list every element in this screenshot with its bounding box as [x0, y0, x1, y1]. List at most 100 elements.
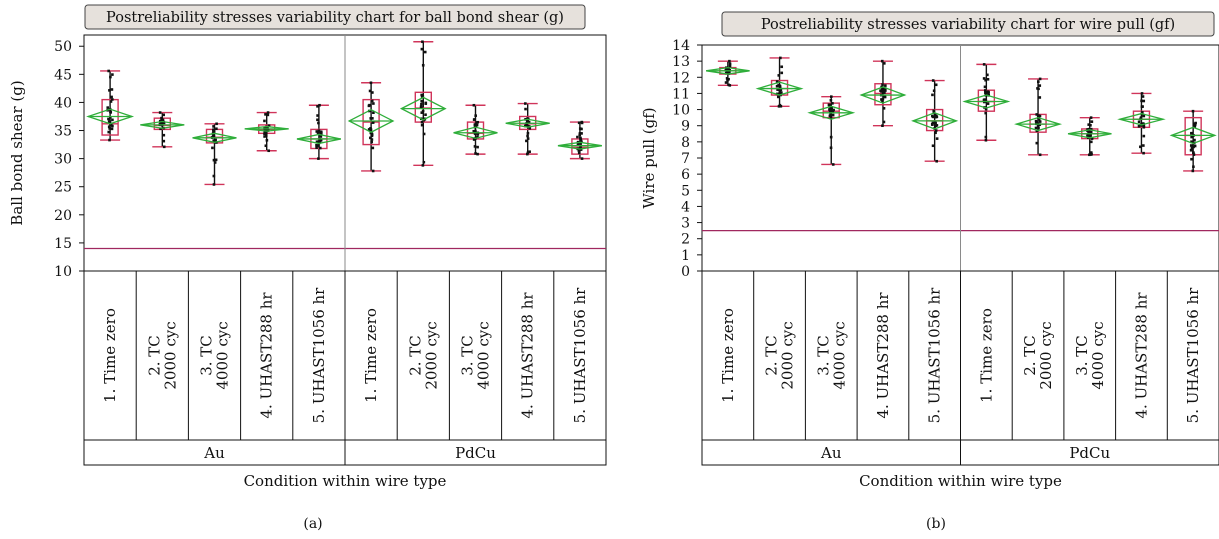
data-point — [933, 113, 937, 116]
data-point — [1037, 126, 1040, 130]
data-point — [576, 135, 579, 139]
data-point — [371, 146, 375, 150]
data-point — [827, 103, 831, 107]
y-tick-label: 20 — [54, 208, 72, 224]
data-point — [1036, 114, 1040, 117]
data-point — [935, 137, 939, 140]
data-point — [829, 116, 833, 119]
condition-label: 5. UHAST1056 hr — [571, 287, 589, 424]
data-point — [369, 117, 373, 120]
data-point — [420, 123, 424, 127]
data-point — [420, 47, 424, 51]
y-tick-label: 6 — [681, 167, 690, 183]
data-point — [528, 150, 531, 154]
data-point — [109, 123, 112, 127]
data-point — [263, 132, 266, 136]
data-point — [882, 120, 886, 124]
data-point — [1190, 140, 1193, 143]
data-point — [780, 65, 784, 69]
data-point — [317, 157, 320, 160]
condition-label: 4000 cyc — [214, 321, 232, 389]
data-point — [932, 89, 936, 93]
data-point — [882, 62, 886, 65]
data-point — [1089, 127, 1093, 131]
condition-label: 4. UHAST288 hr — [258, 292, 276, 419]
data-point — [1192, 153, 1196, 156]
condition-label: 1. Time zero — [719, 308, 737, 403]
data-point — [1140, 92, 1144, 95]
data-point — [831, 163, 835, 166]
y-tick-label: 14 — [672, 38, 690, 54]
data-point — [983, 98, 986, 101]
data-point — [930, 122, 934, 126]
data-point — [1139, 145, 1142, 149]
data-point — [1142, 124, 1146, 128]
data-point — [724, 81, 728, 84]
data-point — [984, 138, 988, 142]
data-point — [528, 127, 532, 130]
y-tick-label: 7 — [681, 151, 690, 167]
data-point — [162, 113, 165, 117]
data-point — [934, 83, 938, 87]
data-point — [983, 85, 987, 89]
data-point — [578, 127, 582, 130]
data-point — [982, 77, 986, 80]
data-point — [317, 144, 320, 147]
data-point — [317, 121, 320, 125]
data-point — [828, 110, 832, 113]
data-point — [984, 107, 988, 111]
data-point — [212, 174, 216, 178]
y-tick-label: 9 — [681, 119, 690, 135]
data-point — [1035, 113, 1039, 116]
data-point — [577, 121, 581, 125]
data-point — [780, 71, 784, 75]
data-point — [367, 104, 371, 108]
data-point — [212, 139, 216, 142]
data-point — [212, 134, 216, 137]
data-point — [473, 118, 476, 121]
data-point — [264, 113, 267, 116]
data-point — [317, 129, 321, 133]
condition-label: 1. Time zero — [362, 308, 380, 403]
data-point — [472, 129, 476, 133]
data-point — [1142, 99, 1146, 103]
data-point — [1038, 77, 1042, 81]
condition-b-pdcu-4: 4. UHAST288 hr — [1117, 92, 1166, 419]
data-point — [421, 40, 424, 44]
data-point — [579, 148, 583, 151]
data-point — [931, 144, 935, 148]
data-point — [727, 67, 730, 70]
data-point — [1193, 138, 1196, 142]
data-point — [1190, 157, 1193, 161]
data-point — [579, 145, 582, 149]
group-label: Au — [203, 444, 225, 462]
condition-label: 4. UHAST288 hr — [874, 292, 892, 419]
data-point — [474, 114, 477, 117]
data-point — [162, 145, 166, 149]
data-point — [986, 102, 990, 105]
condition-b-au-4: 4. UHAST288 hr — [859, 59, 907, 419]
data-point — [472, 138, 476, 141]
condition-a-pdcu-4: 4. UHAST288 hr — [505, 102, 550, 419]
data-point — [1037, 117, 1041, 121]
data-point — [881, 97, 885, 101]
panel-caption: (b) — [926, 516, 946, 532]
data-point — [1194, 121, 1197, 125]
data-point — [475, 123, 479, 127]
data-point — [831, 110, 835, 113]
data-point — [1035, 121, 1038, 124]
data-point — [1038, 120, 1042, 123]
data-point — [214, 158, 218, 162]
data-point — [1087, 123, 1091, 126]
data-point — [214, 138, 217, 142]
data-point — [881, 99, 884, 103]
data-point — [212, 183, 216, 186]
group-label: Au — [820, 444, 842, 462]
data-point — [1038, 96, 1042, 99]
data-point — [1192, 122, 1196, 126]
data-point — [162, 139, 166, 143]
data-point — [159, 127, 162, 131]
